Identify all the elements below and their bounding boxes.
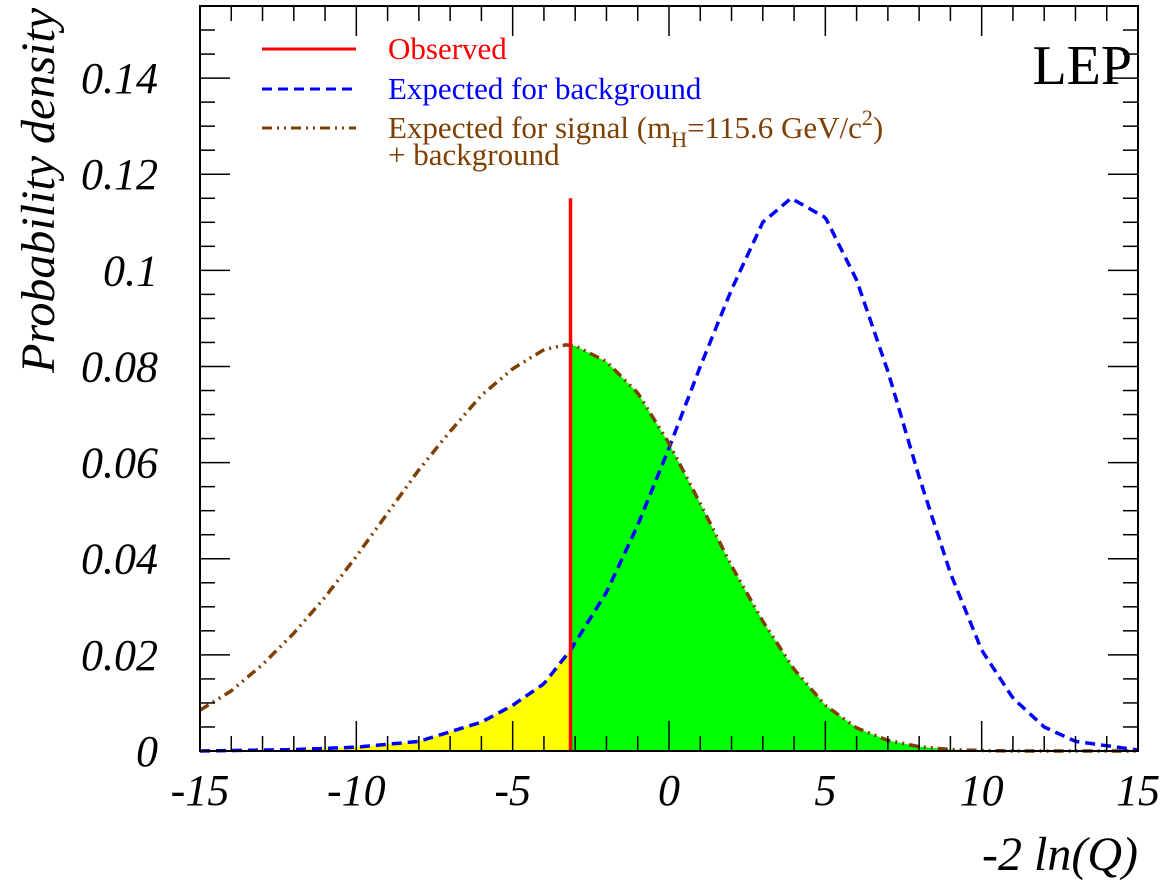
y-axis-title: Probability density <box>12 7 65 374</box>
y-tick-label: 0.02 <box>81 631 158 680</box>
x-tick-label: -10 <box>327 766 386 815</box>
x-tick-label: -15 <box>171 766 230 815</box>
y-tick-label: 0.08 <box>81 342 158 391</box>
series-line-0 <box>200 196 1139 753</box>
x-tick-label: 0 <box>658 766 680 815</box>
y-tick-label: 0.06 <box>81 439 158 488</box>
x-tick-label: 10 <box>960 766 1004 815</box>
legend-label-signal-sup: 2 <box>862 105 873 130</box>
x-tick-label: 15 <box>1116 766 1160 815</box>
y-tick-label: 0 <box>136 727 158 776</box>
y-tick-label: 0.1 <box>103 246 158 295</box>
legend-label-observed: Observed <box>388 31 507 66</box>
experiment-label: LEP <box>1032 35 1132 97</box>
shaded-regions <box>200 345 1138 751</box>
legend-label-background: Expected for background <box>388 71 702 106</box>
legend-label-signal-sub: H <box>671 127 687 152</box>
y-tick-label: 0.14 <box>81 54 158 103</box>
x-tick-label: -5 <box>494 766 531 815</box>
axis-ticks <box>199 5 1139 752</box>
shaded-region-0 <box>200 650 571 751</box>
legend-label-signal: Expected for signal (mH=115.6 GeV/c2) <box>388 105 883 152</box>
y-tick-label: 0.12 <box>81 150 158 199</box>
tick-labels: -15 -10 -5 0 5 10 15 0 0.02 0.04 0.06 0.08 0.1 0.12 0.… <box>81 54 1160 815</box>
x-tick-label: 5 <box>814 766 836 815</box>
x-axis-title: -2 ln(Q) <box>982 828 1138 881</box>
legend: Observed Expected for background Expecte… <box>262 31 883 172</box>
legend-label-signal-line2: + background <box>388 137 560 172</box>
shaded-region-1 <box>570 345 1138 751</box>
y-tick-label: 0.04 <box>81 535 158 584</box>
